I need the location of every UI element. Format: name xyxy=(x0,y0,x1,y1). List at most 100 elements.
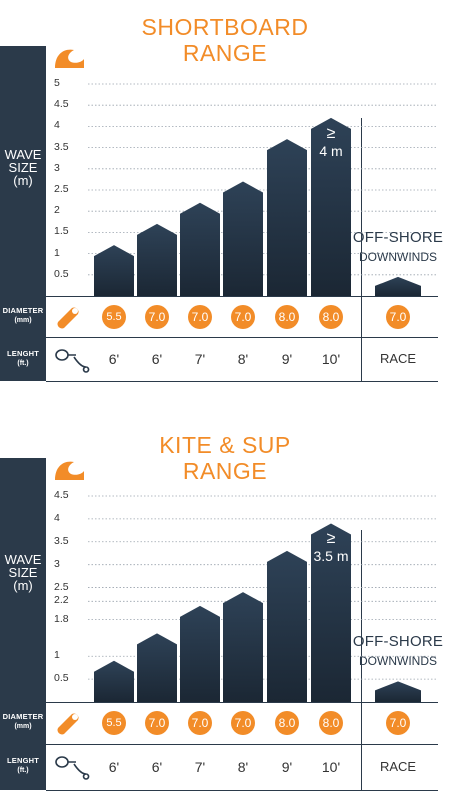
chart-2-sidebar xyxy=(0,458,46,790)
chart-1-bar xyxy=(267,139,307,296)
length-label-text: LENGHT xyxy=(6,756,40,765)
chart-2-tick-label: 2.5 xyxy=(54,580,69,593)
chart-2-bar xyxy=(180,605,220,702)
chart-1-diameter-label: DIAMETER (mm) xyxy=(0,306,46,324)
chart-2-diameter-label: DIAMETER (mm) xyxy=(0,712,46,730)
chart-2-wave-icon xyxy=(55,461,84,480)
chart-2-bar xyxy=(267,550,307,702)
chart-2-race-diameter-badge: 7.0 xyxy=(386,711,410,735)
chart-2-title-line: KITE & SUP xyxy=(159,432,291,458)
chart-2-length-value: 7' xyxy=(194,759,206,775)
chart-1-race-length-value: RACE xyxy=(379,351,417,366)
chart-2-annotation-value: 3.5 m xyxy=(313,548,349,565)
chart-2-bar xyxy=(94,660,134,702)
chart-2-ylabel-wave: WAVE xyxy=(4,552,42,567)
chart-2-offshore-label: OFF-SHORE DOWNWINDS xyxy=(352,633,444,668)
chart-2-tick-label: 1 xyxy=(54,649,60,662)
chart-2-tick-label: 4 xyxy=(54,511,60,524)
chart-1-diameter-badge: 7.0 xyxy=(188,304,212,329)
chart-1-length-label: LENGHT (ft.) xyxy=(0,349,46,367)
chart-1-tick-label: 1 xyxy=(54,246,60,259)
length-label-text: LENGHT xyxy=(6,349,40,358)
chart-2-length-value: 8' xyxy=(237,759,249,775)
chart-1-diameter-badge: 5.5 xyxy=(102,304,126,329)
chart-1-race-bar xyxy=(375,276,421,296)
chart-1-diameter-badge: 8.0 xyxy=(319,304,343,329)
chart-2-diameter-badge: 7.0 xyxy=(231,711,255,735)
chart-1-bar xyxy=(311,117,351,296)
chart-1-ylabel-size: SIZE xyxy=(8,160,38,175)
chart-1-diameter-badge: 7.0 xyxy=(231,304,255,329)
chart-2-leash-cord-icon-end xyxy=(72,714,78,720)
chart-2-ylabel-size: SIZE xyxy=(8,565,38,580)
chart-1-length-value: 8' xyxy=(237,351,249,367)
chart-1-tick-label: 4.5 xyxy=(54,98,69,111)
chart-1-tick-label: 3.5 xyxy=(54,140,69,153)
diameter-label-text: DIAMETER xyxy=(2,306,44,315)
diameter-unit-text: (mm) xyxy=(14,317,32,324)
chart-1-ylabel-wave: WAVE xyxy=(4,147,42,162)
chart-1-ylabel-unit: (m) xyxy=(13,173,33,188)
chart-1-tick-label: 5 xyxy=(54,77,60,89)
chart-1-race-diameter-badge: 7.0 xyxy=(386,304,410,329)
chart-1-annotation-value: 4 m xyxy=(319,142,343,159)
chart-2-title-line: RANGE xyxy=(182,458,268,484)
chart-2-row-divider xyxy=(46,702,438,703)
chart-2-diameter-badge: 8.0 xyxy=(275,711,299,735)
offshore-text: OFF-SHORE xyxy=(352,228,444,246)
chart-1-row-divider xyxy=(46,296,438,297)
chart-1-tick-label: 4 xyxy=(54,119,60,132)
offshore-text: OFF-SHORE xyxy=(352,633,444,651)
chart-2-length-value: 6' xyxy=(151,759,163,775)
chart-2-annotation-symbol: ≥ xyxy=(326,530,336,548)
chart-1-length-value: 6' xyxy=(151,351,163,367)
chart-1-length-value: 6' xyxy=(108,351,120,367)
chart-2-race-length-value: RACE xyxy=(379,759,417,774)
chart-1-bar xyxy=(94,245,134,296)
chart-1-bar xyxy=(180,202,220,296)
chart-1-wave-icon xyxy=(55,49,84,68)
chart-2-diameter-badge: 7.0 xyxy=(145,711,169,735)
chart-1-length-value: 7' xyxy=(194,351,206,367)
chart-2-race-bar xyxy=(375,681,421,702)
chart-1-tick-label: 1.5 xyxy=(54,225,69,238)
chart-2-diameter-badge: 5.5 xyxy=(102,711,126,735)
chart-1-diameter-badge: 7.0 xyxy=(145,304,169,329)
chart-2-length-label: LENGHT (ft.) xyxy=(0,756,46,774)
chart-2-row-divider xyxy=(46,744,438,745)
chart-1-bar xyxy=(137,223,177,296)
chart-1-diameter-badge: 8.0 xyxy=(275,304,299,329)
chart-1-length-value: 10' xyxy=(321,351,341,367)
chart-1-tick-label: 2.5 xyxy=(54,183,69,195)
downwinds-text: DOWNWINDS xyxy=(359,654,437,669)
downwinds-text: DOWNWINDS xyxy=(359,249,437,264)
chart-2-diameter-badge: 8.0 xyxy=(319,711,343,735)
chart-1-bar xyxy=(223,181,263,296)
chart-2-tick-label: 4.5 xyxy=(54,489,69,501)
chart-1-tick-label: 0.5 xyxy=(54,267,69,280)
length-unit-text: (ft.) xyxy=(17,360,29,367)
chart-2-diameter-badge: 7.0 xyxy=(188,711,212,735)
chart-2-tick-label: 1.8 xyxy=(54,612,69,625)
chart-2-tick-label: 0.5 xyxy=(54,672,69,685)
chart-1-race-divider xyxy=(361,118,362,381)
length-unit-text: (ft.) xyxy=(17,767,29,774)
chart-2-bar xyxy=(137,633,177,702)
chart-2-tick-label: 2.2 xyxy=(54,594,69,607)
chart-1-title-line: RANGE xyxy=(182,40,268,66)
chart-1-title-line: SHORTBOARD xyxy=(141,14,309,40)
chart-1-leash-icon xyxy=(55,349,90,373)
chart-2-leash-icon xyxy=(55,756,90,780)
chart-2-ylabel-unit: (m) xyxy=(13,578,33,593)
chart-2-bar xyxy=(223,592,263,702)
chart-2-tick-label: 3.5 xyxy=(54,534,69,547)
chart-1-length-value: 9' xyxy=(281,351,293,367)
chart-2-length-value: 10' xyxy=(321,759,341,775)
diameter-label-text: DIAMETER xyxy=(2,712,44,721)
chart-1-leash-cord-icon-end xyxy=(72,308,78,314)
chart-1-annotation-symbol: ≥ xyxy=(326,124,336,142)
chart-2-race-divider xyxy=(361,530,362,790)
chart-2-tick-label: 3 xyxy=(54,557,60,570)
